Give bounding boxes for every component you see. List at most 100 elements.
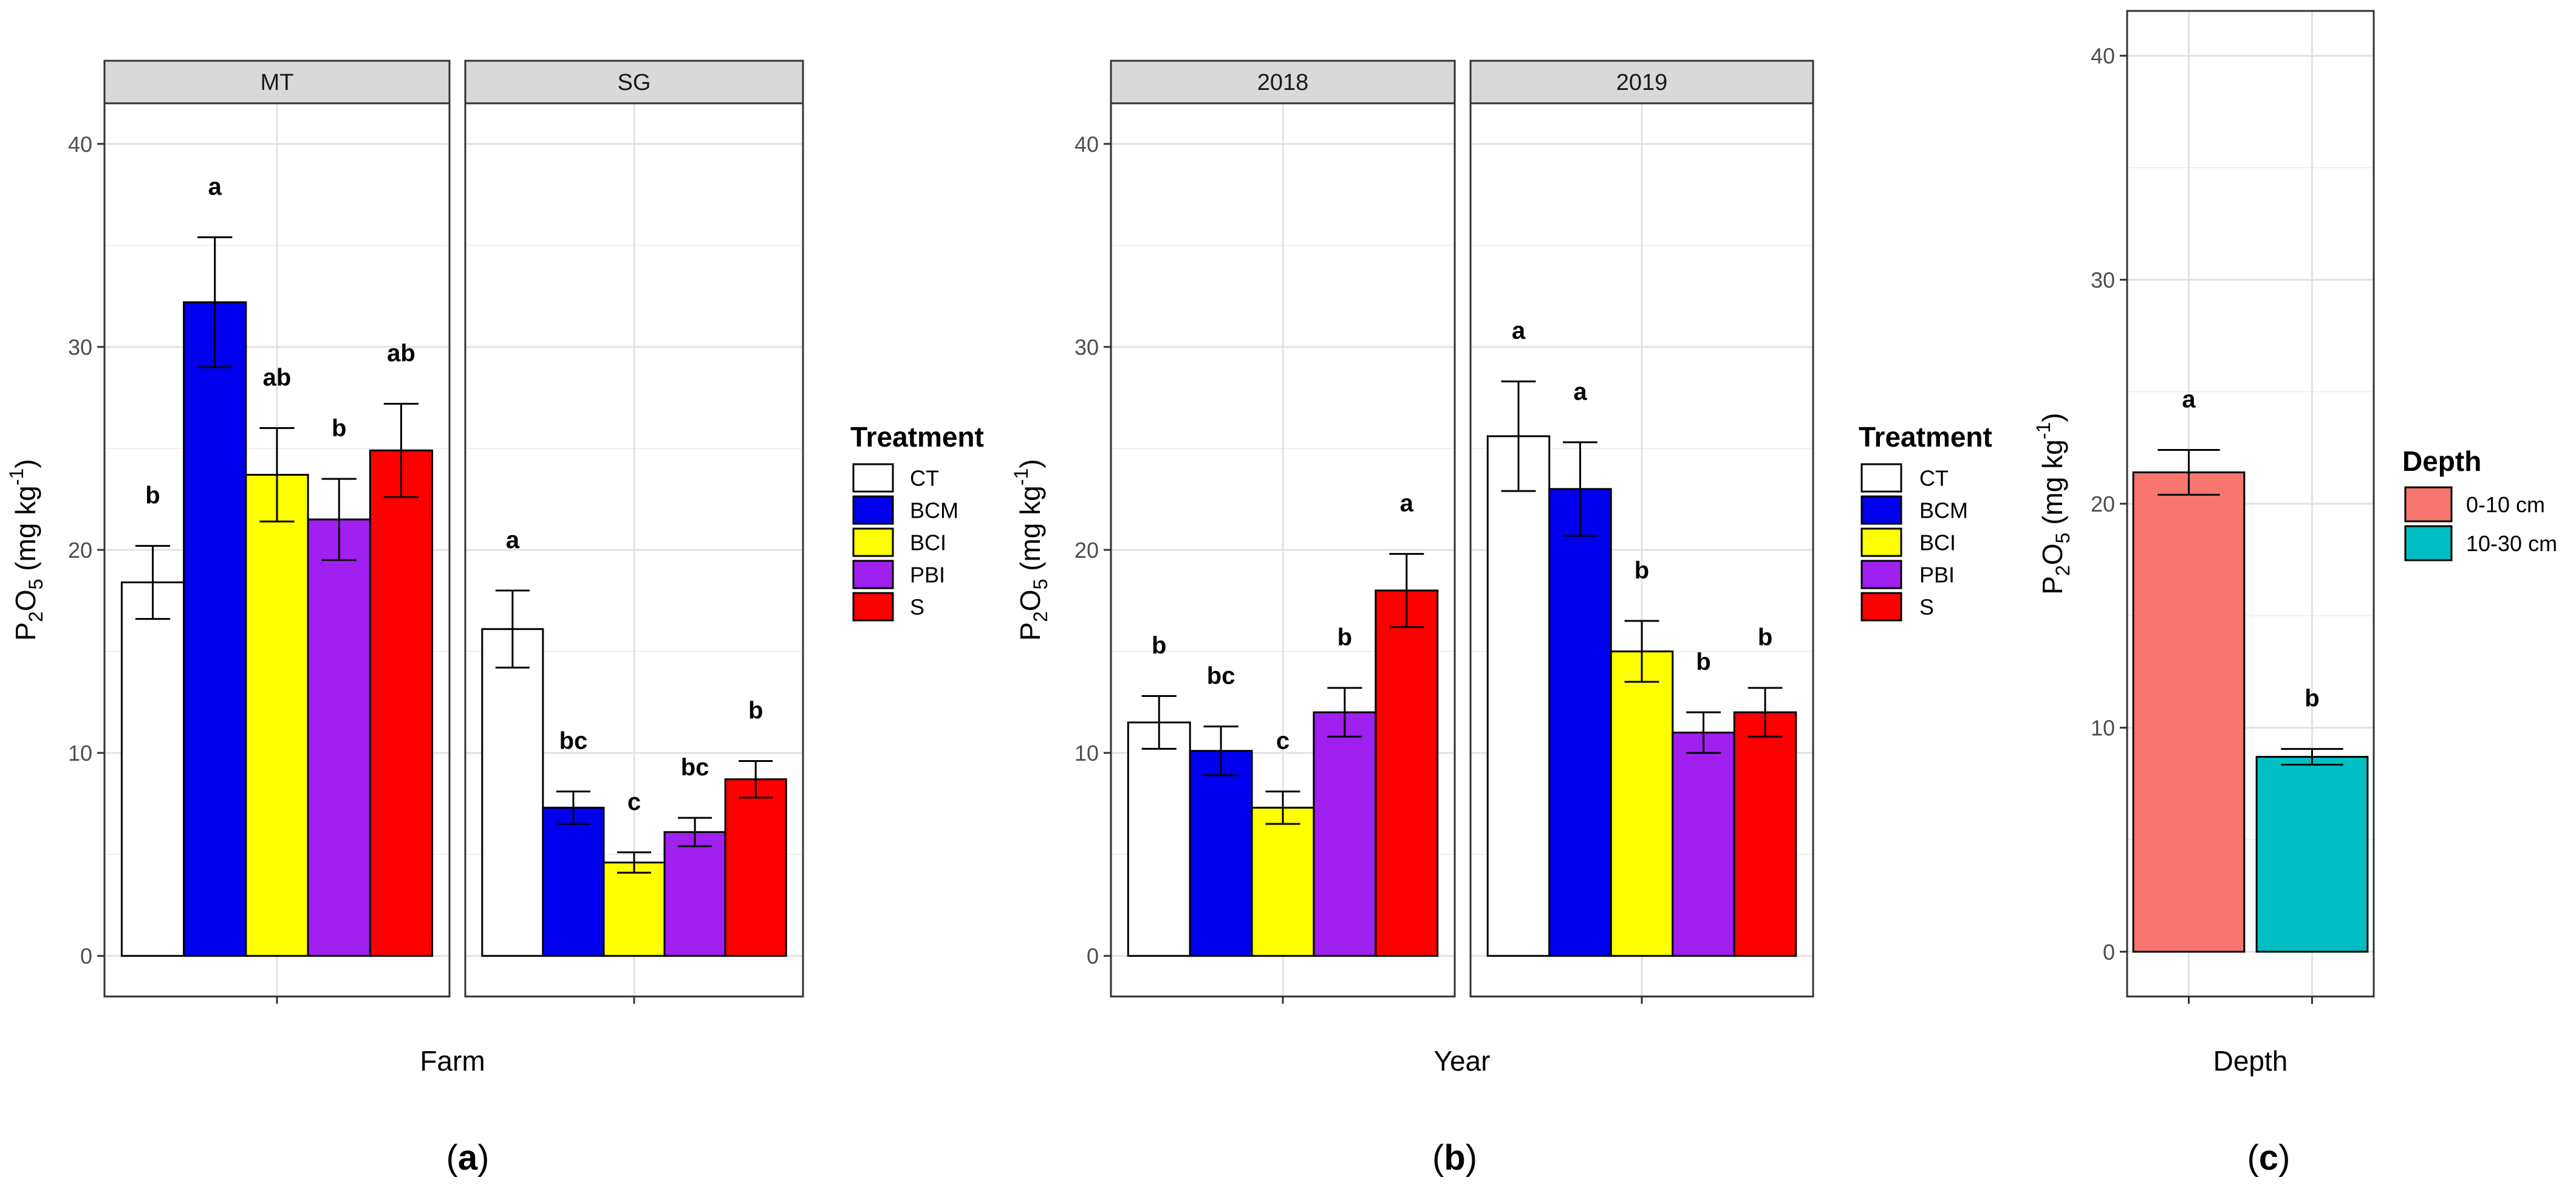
- facet-strip: [1469, 60, 1814, 105]
- bar-S: [369, 449, 434, 957]
- legend-label: CT: [1919, 466, 1949, 491]
- y-axis-title-part: P: [10, 622, 41, 641]
- facet-strip-label: SG: [618, 70, 651, 95]
- panel-a-SG: SG a bc c bc b: [464, 60, 804, 1004]
- facet-strip: [1110, 60, 1456, 105]
- y-axis-title-part: -1: [1010, 468, 1032, 485]
- significance-letter: a: [1573, 379, 1587, 405]
- significance-letter: b: [2304, 685, 2319, 712]
- legend-key: [852, 495, 894, 525]
- bar-BCI: [1251, 806, 1315, 957]
- bar-0-10-cm: [2132, 471, 2246, 953]
- panel-c-depth: ab: [2126, 10, 2375, 1004]
- y-tick-label: 30: [2091, 267, 2115, 292]
- bar-BCI: [245, 473, 309, 957]
- y-axis-title-part: -1: [2032, 422, 2054, 439]
- panel-tag-part: ): [477, 1138, 489, 1178]
- facet-strip-label: MT: [261, 70, 294, 95]
- y-tick-label: 40: [68, 132, 92, 157]
- bar-PBI: [663, 831, 726, 957]
- legend-key: [2404, 525, 2453, 561]
- panel-b-2019: 2019 a a b b b: [1469, 60, 1814, 1004]
- legend-label: BCM: [1919, 498, 1968, 523]
- legend-title: Depth: [2402, 445, 2481, 477]
- significance-letter: bc: [681, 754, 709, 781]
- x-axis-title: Year: [1434, 1045, 1491, 1077]
- panel-tag: (c): [2247, 1138, 2291, 1178]
- y-tick-label: 40: [2091, 44, 2115, 69]
- panel-tag-part: (: [2247, 1138, 2259, 1178]
- significance-letter: c: [627, 789, 641, 815]
- y-axis-title: P2O5 (mg kg-1): [2032, 413, 2074, 594]
- significance-letter: a: [1512, 318, 1526, 345]
- panel-b-2018: 2018 b bc c b a: [1110, 60, 1456, 1004]
- y-axis-title-part: 5: [1030, 579, 1051, 590]
- panel-a-MT: MT b a ab b ab: [103, 60, 451, 1004]
- legend-label: CT: [910, 466, 939, 491]
- legend-c: Depth 0-10 cm 10-30 cm: [2402, 445, 2557, 561]
- legend-key: [1860, 495, 1902, 525]
- significance-letter: a: [208, 174, 222, 201]
- y-axis-title-part: ): [10, 459, 41, 468]
- y-axis-title-part: (mg kg: [10, 485, 41, 578]
- legend-key: [2404, 486, 2453, 523]
- y-axis-title-part: ): [1014, 459, 1046, 468]
- y-axis-title-part: O: [10, 589, 41, 611]
- facet-strip-label: 2018: [1257, 70, 1309, 95]
- bar-CT: [1486, 435, 1551, 957]
- legend-label: S: [1919, 595, 1934, 620]
- y-axis-title: P2O5 (mg kg-1): [1010, 459, 1051, 640]
- y-tick-label: 30: [68, 335, 92, 360]
- bar-CT: [120, 581, 185, 957]
- legend-label: 10-30 cm: [2466, 531, 2557, 556]
- y-axis-title-part: P: [2037, 576, 2068, 595]
- panel-tag-part: c: [2259, 1138, 2278, 1178]
- legend-label: S: [910, 595, 924, 620]
- x-axis-title: Farm: [420, 1045, 485, 1077]
- panel-tag-part: a: [458, 1138, 478, 1178]
- bar-BCM: [542, 806, 605, 957]
- facet-strip-label: 2019: [1616, 70, 1668, 95]
- panel-tag: (b): [1432, 1138, 1477, 1178]
- y-axis-title-part: P: [1014, 622, 1046, 641]
- y-tick-label: 30: [1074, 335, 1099, 360]
- facet-strip: [103, 60, 451, 105]
- legend-key: [1860, 560, 1902, 589]
- y-tick-label: 20: [1074, 538, 1099, 563]
- y-tick-label: 0: [1087, 944, 1099, 969]
- bar-BCM: [1548, 488, 1612, 957]
- bar-BCI: [1610, 650, 1674, 957]
- significance-letter: b: [145, 482, 160, 509]
- legend-key: [852, 592, 894, 622]
- legend-label: PBI: [910, 563, 945, 588]
- significance-letter: b: [1696, 648, 1710, 675]
- bar-BCI: [603, 862, 666, 957]
- significance-letter: a: [506, 527, 520, 554]
- bar-S: [724, 778, 787, 957]
- legend-label: BCM: [910, 498, 958, 523]
- significance-letter: bc: [559, 728, 588, 755]
- y-axis-title-part: -1: [5, 468, 27, 485]
- bar-S: [1375, 589, 1439, 957]
- bar-BCM: [183, 301, 247, 957]
- panel-tag-part: (: [1432, 1138, 1444, 1178]
- bar-PBI: [1672, 732, 1735, 957]
- legend-key: [852, 527, 894, 557]
- significance-letter: ab: [387, 340, 415, 366]
- chart-a: MT b a ab b ab SG a bc c bc b 0 10 20 30 40 P2O5 (mg kg-1…: [5, 60, 984, 1178]
- significance-letter: b: [332, 415, 346, 442]
- bar-CT: [481, 628, 544, 957]
- significance-letter: b: [748, 697, 763, 724]
- bar-BCM: [1189, 750, 1253, 957]
- legend-title: Treatment: [850, 421, 984, 453]
- legend-b: Treatment CT BCM BCI PBI S: [1859, 421, 1992, 622]
- panel-tag-part: b: [1444, 1138, 1465, 1178]
- y-axis-title-part: O: [1014, 589, 1046, 611]
- legend-key: [1860, 592, 1902, 622]
- y-tick-label: 10: [1074, 741, 1099, 766]
- legend-a: Treatment CT BCM BCI PBI S: [850, 421, 984, 622]
- bar-S: [1733, 711, 1797, 957]
- y-axis-title: P2O5 (mg kg-1): [5, 459, 47, 640]
- legend-key: [1860, 463, 1902, 493]
